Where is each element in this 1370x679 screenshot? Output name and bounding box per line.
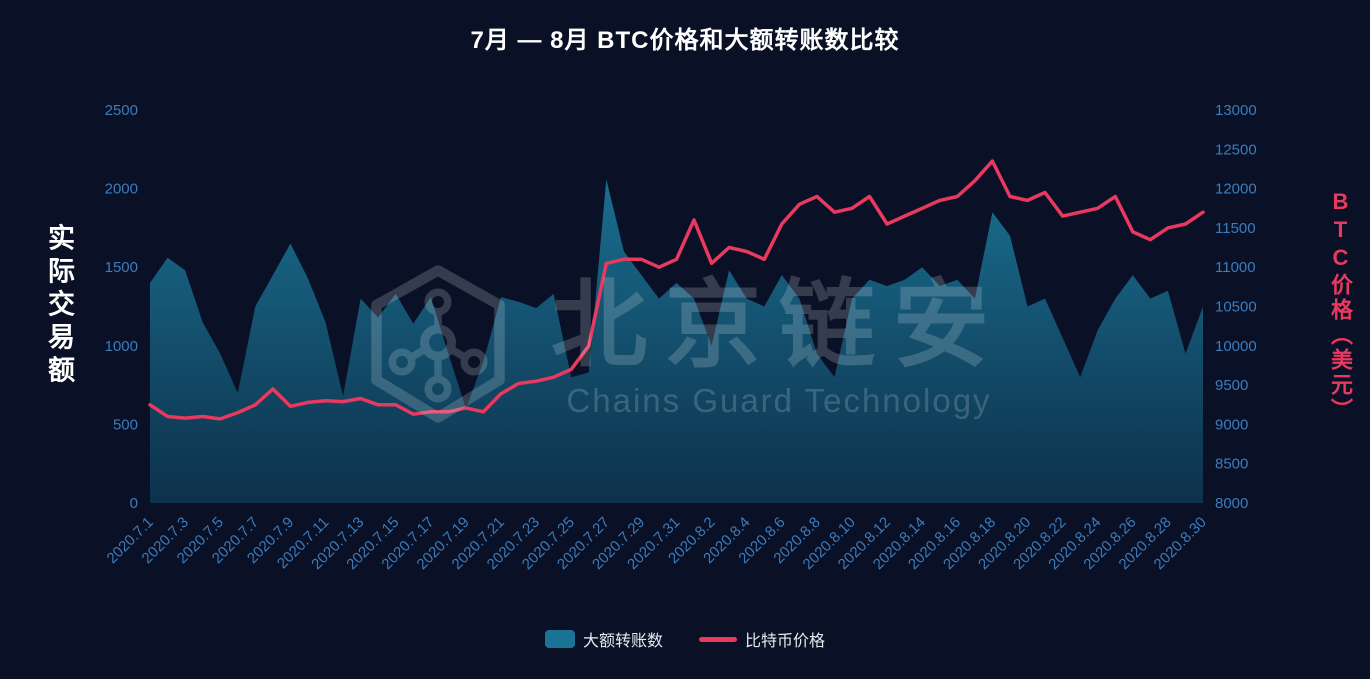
y-left-tick-label: 0 [130, 495, 138, 512]
btc-price-line [148, 159, 1205, 421]
y-left-tick-label: 2000 [105, 181, 138, 198]
y-right-tick-label: 13000 [1215, 102, 1257, 119]
y-right-tick-label: 9000 [1215, 416, 1248, 433]
right-axis-title: BTC价格（美元） [1328, 189, 1353, 423]
y-left-tick-label: 1000 [105, 338, 138, 355]
y-left-tick-label: 1500 [105, 259, 138, 276]
area-series-transfers [150, 179, 1203, 503]
legend-item-transfers[interactable]: 大额转账数 [544, 627, 663, 651]
line-swatch-icon [699, 636, 737, 642]
y-right-tick-label: 10500 [1215, 299, 1257, 316]
legend-label-price: 比特币价格 [745, 633, 826, 650]
y-left-tick-label: 500 [113, 416, 138, 433]
y-right-tick-label: 9500 [1215, 377, 1248, 394]
left-axis-title: 实际交易额 [44, 223, 74, 389]
y-right-tick-label: 12000 [1215, 181, 1257, 198]
area-swatch-icon [544, 630, 575, 648]
y-right-tick-label: 12500 [1215, 141, 1257, 158]
y-right-tick-label: 11500 [1215, 220, 1256, 237]
legend-label-transfers: 大额转账数 [582, 633, 663, 650]
legend: 大额转账数 比特币价格 [0, 627, 1370, 651]
y-right-tick-label: 8500 [1215, 456, 1248, 473]
y-right-tick-label: 8000 [1215, 495, 1248, 512]
chart-title: 7月 — 8月 BTC价格和大额转账数比较 [470, 27, 900, 54]
legend-item-price[interactable]: 比特币价格 [699, 627, 825, 651]
y-right-tick-label: 10000 [1215, 338, 1257, 355]
y-right-tick-label: 11000 [1215, 259, 1256, 276]
y-left-tick-label: 2500 [105, 102, 138, 119]
